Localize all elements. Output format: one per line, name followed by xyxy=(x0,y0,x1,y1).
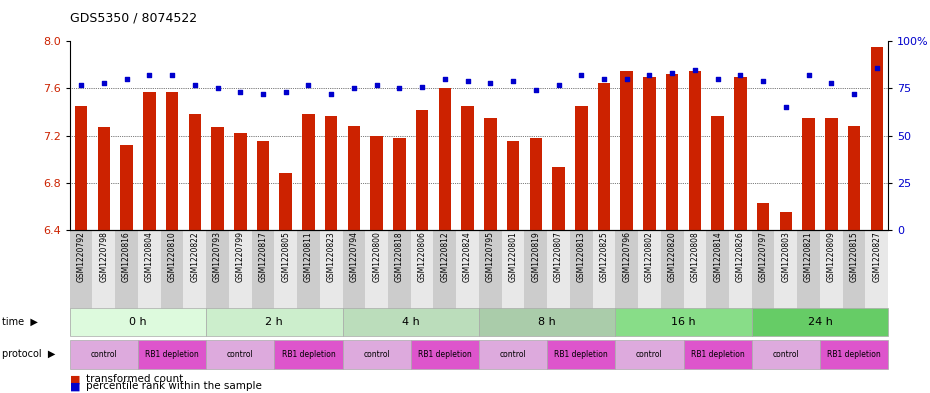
Point xyxy=(687,66,702,73)
Bar xyxy=(74,106,87,230)
Bar xyxy=(211,127,224,230)
Point xyxy=(778,104,793,110)
Bar xyxy=(529,138,542,230)
Bar xyxy=(620,71,633,230)
Text: time  ▶: time ▶ xyxy=(2,317,38,327)
Bar xyxy=(848,126,860,230)
Text: control: control xyxy=(227,350,254,359)
Bar xyxy=(302,114,314,230)
Point xyxy=(574,72,589,78)
Point xyxy=(301,81,316,88)
Point xyxy=(347,85,362,92)
Point xyxy=(437,76,452,82)
Point xyxy=(528,87,543,94)
Bar xyxy=(348,126,360,230)
Bar xyxy=(98,127,110,230)
Point xyxy=(483,80,498,86)
Point xyxy=(824,80,839,86)
Bar xyxy=(575,106,588,230)
Point xyxy=(187,81,202,88)
Point xyxy=(460,78,475,84)
Point xyxy=(733,72,748,78)
Point xyxy=(756,78,771,84)
Bar xyxy=(757,203,769,230)
Text: RB1 depletion: RB1 depletion xyxy=(282,350,336,359)
Point xyxy=(711,76,725,82)
Text: ■: ■ xyxy=(70,375,80,384)
Point xyxy=(232,89,247,95)
Text: RB1 depletion: RB1 depletion xyxy=(145,350,199,359)
Point xyxy=(278,89,293,95)
Text: ■: ■ xyxy=(70,382,80,391)
Point xyxy=(369,81,384,88)
Text: 24 h: 24 h xyxy=(807,317,832,327)
Point xyxy=(665,70,680,77)
Bar xyxy=(779,212,792,230)
Bar xyxy=(120,145,133,230)
Text: RB1 depletion: RB1 depletion xyxy=(691,350,745,359)
Point xyxy=(392,85,406,92)
Text: transformed count: transformed count xyxy=(86,375,183,384)
Text: percentile rank within the sample: percentile rank within the sample xyxy=(86,382,261,391)
Point xyxy=(801,72,816,78)
Text: 16 h: 16 h xyxy=(671,317,696,327)
Text: control: control xyxy=(364,350,390,359)
Point xyxy=(210,85,225,92)
Point xyxy=(256,91,271,97)
Point xyxy=(165,72,179,78)
Text: control: control xyxy=(636,350,663,359)
Bar xyxy=(279,173,292,230)
Bar xyxy=(370,136,383,230)
Text: 4 h: 4 h xyxy=(402,317,419,327)
Text: control: control xyxy=(773,350,799,359)
Text: RB1 depletion: RB1 depletion xyxy=(418,350,472,359)
Text: GDS5350 / 8074522: GDS5350 / 8074522 xyxy=(70,12,197,25)
Bar xyxy=(734,77,747,230)
Bar xyxy=(325,116,338,230)
Bar xyxy=(484,118,497,230)
Point xyxy=(870,64,884,71)
Bar xyxy=(189,114,201,230)
Bar xyxy=(461,106,473,230)
Point xyxy=(73,81,88,88)
Text: 8 h: 8 h xyxy=(538,317,556,327)
Point xyxy=(506,78,521,84)
Point xyxy=(324,91,339,97)
Text: protocol  ▶: protocol ▶ xyxy=(2,349,55,360)
Bar xyxy=(803,118,815,230)
Bar xyxy=(234,133,246,230)
Point xyxy=(551,81,566,88)
Point xyxy=(642,72,657,78)
Text: RB1 depletion: RB1 depletion xyxy=(554,350,608,359)
Bar xyxy=(507,141,519,230)
Bar xyxy=(711,116,724,230)
Point xyxy=(415,83,430,90)
Text: control: control xyxy=(499,350,526,359)
Point xyxy=(846,91,861,97)
Point xyxy=(142,72,157,78)
Bar xyxy=(416,110,429,230)
Point xyxy=(97,80,112,86)
Bar xyxy=(825,118,838,230)
Bar xyxy=(439,88,451,230)
Point xyxy=(119,76,134,82)
Point xyxy=(619,76,634,82)
Bar xyxy=(598,83,610,230)
Bar xyxy=(666,74,678,230)
Bar xyxy=(257,141,269,230)
Text: control: control xyxy=(90,350,117,359)
Bar xyxy=(166,92,179,230)
Bar xyxy=(870,47,883,230)
Bar xyxy=(552,167,565,230)
Point xyxy=(596,76,611,82)
Text: 0 h: 0 h xyxy=(129,317,147,327)
Bar xyxy=(393,138,405,230)
Text: 2 h: 2 h xyxy=(265,317,284,327)
Text: RB1 depletion: RB1 depletion xyxy=(827,350,881,359)
Bar xyxy=(688,71,701,230)
Bar xyxy=(143,92,155,230)
Bar xyxy=(644,77,656,230)
